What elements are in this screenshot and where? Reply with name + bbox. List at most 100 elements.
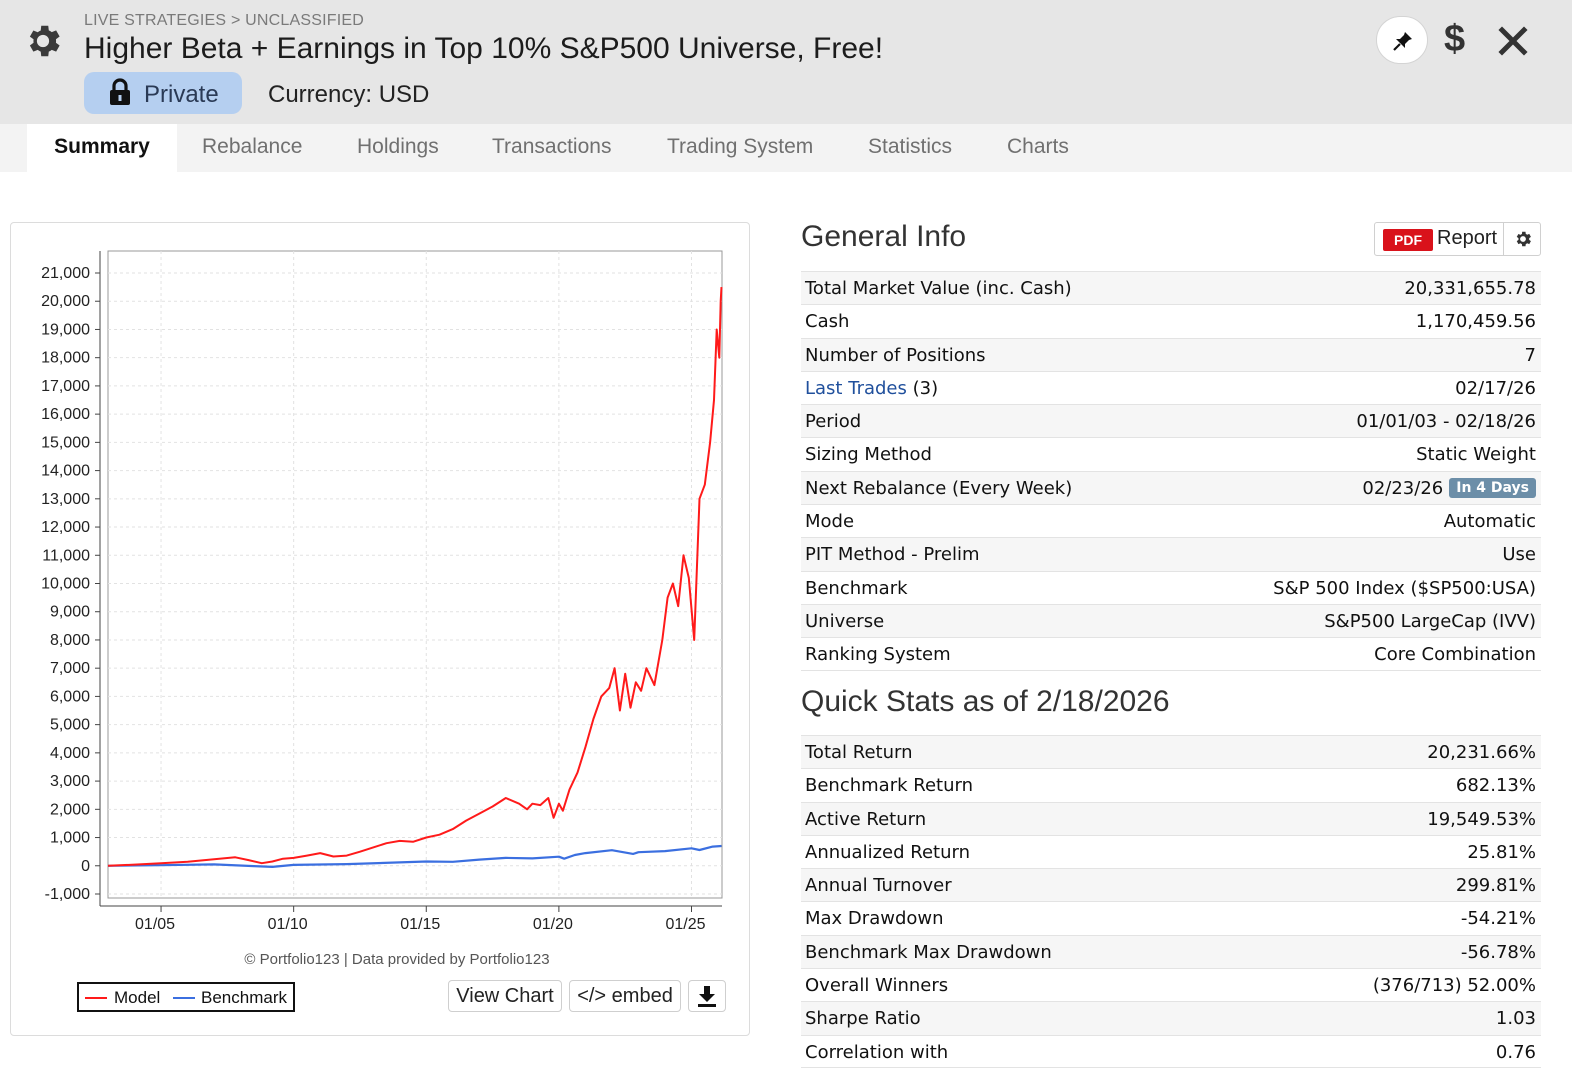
number-of-positions-link[interactable]: Number of Positions [805, 344, 986, 366]
row-label: Sizing Method [805, 444, 932, 466]
row-value: 02/23/26 In 4 Days [1362, 477, 1536, 499]
row-value: 25.81% [1467, 841, 1536, 863]
row-label: Next Rebalance (Every Week) [805, 477, 1073, 499]
row-value: 1,170,459.56 [1415, 311, 1536, 333]
currency-label: Currency: USD [268, 81, 430, 108]
row-label: Mode [805, 511, 855, 533]
row-label: Overall Winners [805, 975, 949, 997]
positions-count-link[interactable]: 7 [1524, 344, 1536, 366]
x-tick-label: 01/25 [665, 916, 705, 933]
x-tick-label: 01/05 [135, 916, 175, 933]
table-row: Active Return 19,549.53% [801, 801, 1541, 835]
tab-summary[interactable]: Summary [27, 124, 177, 172]
row-value: 20,331,655.78 [1404, 278, 1536, 299]
y-tick-label: 0 [81, 858, 90, 875]
quick-stats-title: Quick Stats as of 2/18/2026 [801, 685, 1170, 718]
tab-rebalance[interactable]: Rebalance [202, 135, 303, 158]
lock-icon [110, 78, 130, 105]
tab-holdings[interactable]: Holdings [357, 135, 439, 158]
row-value: Use [1502, 544, 1536, 566]
table-row: Cash 1,170,459.56 [801, 304, 1541, 337]
row-label: Period [805, 411, 862, 433]
row-label: Correlation with [805, 1041, 949, 1063]
gear-icon [1516, 231, 1531, 247]
row-value: 01/01/03 - 02/18/26 [1356, 411, 1536, 433]
settings-gear-icon[interactable] [22, 20, 64, 62]
tab-charts[interactable]: Charts [1007, 135, 1069, 158]
view-chart-button[interactable]: View Chart [448, 980, 562, 1012]
tab-trading-system[interactable]: Trading System [667, 135, 814, 158]
row-label: Benchmark Return [805, 775, 973, 797]
row-label: Ranking System [805, 644, 951, 666]
y-tick-label: 16,000 [41, 406, 90, 423]
quick-stats-table: Total Return 20,231.66% Benchmark Return… [801, 735, 1541, 1068]
row-value: -54.21% [1460, 908, 1536, 930]
y-tick-label: 4,000 [50, 745, 90, 762]
row-label: Cash [805, 311, 850, 333]
table-row: Benchmark S&P 500 Index ($SP500:USA) [801, 570, 1541, 604]
table-row: PIT Method - Prelim Use [801, 537, 1541, 571]
legend-benchmark-swatch [173, 997, 195, 999]
last-trades-link[interactable]: Last Trades [805, 377, 907, 399]
strategy-title: Higher Beta + Earnings in Top 10% S&P500… [84, 32, 884, 65]
general-info-title: General Info [801, 220, 967, 253]
tab-transactions[interactable]: Transactions [492, 135, 612, 158]
table-row: Correlation with 0.76 [801, 1034, 1541, 1068]
download-button[interactable] [688, 980, 726, 1012]
breadcrumb[interactable]: LIVE STRATEGIES > UNCLASSIFIED [84, 12, 364, 29]
row-value: (376/713) 52.00% [1372, 975, 1536, 997]
row-value: 19,549.53% [1427, 808, 1536, 830]
table-row: Total Market Value (inc. Cash) 20,331,65… [801, 271, 1541, 305]
row-value: S&P500 LargeCap (IVV) [1324, 610, 1536, 632]
row-label: Sharpe Ratio [805, 1008, 921, 1030]
table-row: Sizing Method Static Weight [801, 437, 1541, 470]
row-label: Total Return [805, 742, 913, 763]
benchmark-series-line [107, 844, 722, 869]
y-tick-label: 10,000 [41, 576, 90, 593]
table-row: Mode Automatic [801, 504, 1541, 537]
y-tick-label: -1,000 [45, 886, 90, 903]
legend-model-label: Model [114, 988, 161, 1007]
close-icon[interactable] [1498, 26, 1528, 56]
y-tick-label: 3,000 [50, 773, 90, 790]
ranking-system-link[interactable]: Core Combination [1374, 644, 1536, 666]
pin-button[interactable] [1376, 16, 1428, 64]
private-button[interactable]: Private [84, 72, 242, 114]
last-trades-date-link[interactable]: 02/17/26 [1455, 377, 1536, 399]
row-label: Universe [805, 610, 885, 632]
y-tick-label: 15,000 [41, 434, 90, 451]
y-tick-label: 11,000 [42, 547, 90, 564]
y-tick-label: 8,000 [50, 632, 90, 649]
tab-statistics[interactable]: Statistics [868, 135, 953, 158]
report-settings-button[interactable] [1503, 222, 1541, 256]
legend-benchmark-label: Benchmark [201, 988, 287, 1007]
table-row: Annual Turnover 299.81% [801, 868, 1541, 902]
row-value: -56.78% [1460, 941, 1536, 963]
embed-button[interactable]: </> embed [569, 980, 681, 1012]
chart-legend: Model Benchmark [77, 982, 295, 1012]
row-value: Static Weight [1416, 444, 1536, 466]
pin-icon [1393, 32, 1412, 51]
row-label: Annualized Return [805, 841, 970, 863]
row-value: Automatic [1443, 511, 1536, 533]
row-value: 299.81% [1455, 875, 1536, 897]
y-tick-label: 13,000 [41, 491, 90, 508]
y-tick-label: 17,000 [41, 378, 90, 395]
pdf-report-button[interactable]: PDF Report [1374, 222, 1504, 256]
row-value: S&P 500 Index ($SP500:USA) [1273, 577, 1536, 599]
row-label: Max Drawdown [805, 908, 944, 930]
row-label: Benchmark [805, 577, 908, 599]
plot-area [107, 250, 723, 899]
y-tick-label: 1,000 [50, 830, 90, 847]
row-label: PIT Method - Prelim [805, 544, 980, 566]
y-tick-label: 2,000 [50, 801, 90, 818]
x-tick-label: 01/10 [268, 916, 308, 933]
tab-bar: Summary Rebalance Holdings Transactions … [0, 124, 1572, 172]
row-label: Annual Turnover [805, 875, 952, 897]
performance-chart[interactable]: -1,000 0 1,000 2,000 3,000 4,000 5,000 6,000 7,0… [11, 223, 751, 973]
y-tick-label: 6,000 [50, 688, 90, 705]
dollar-icon[interactable]: $ [1444, 18, 1466, 60]
performance-chart-card: -1,000 0 1,000 2,000 3,000 4,000 5,000 6,000 7,0… [10, 222, 750, 1036]
table-row: Next Rebalance (Every Week) 02/23/26 In 4… [801, 470, 1541, 505]
row-label: Last Trades (3) [805, 378, 938, 399]
